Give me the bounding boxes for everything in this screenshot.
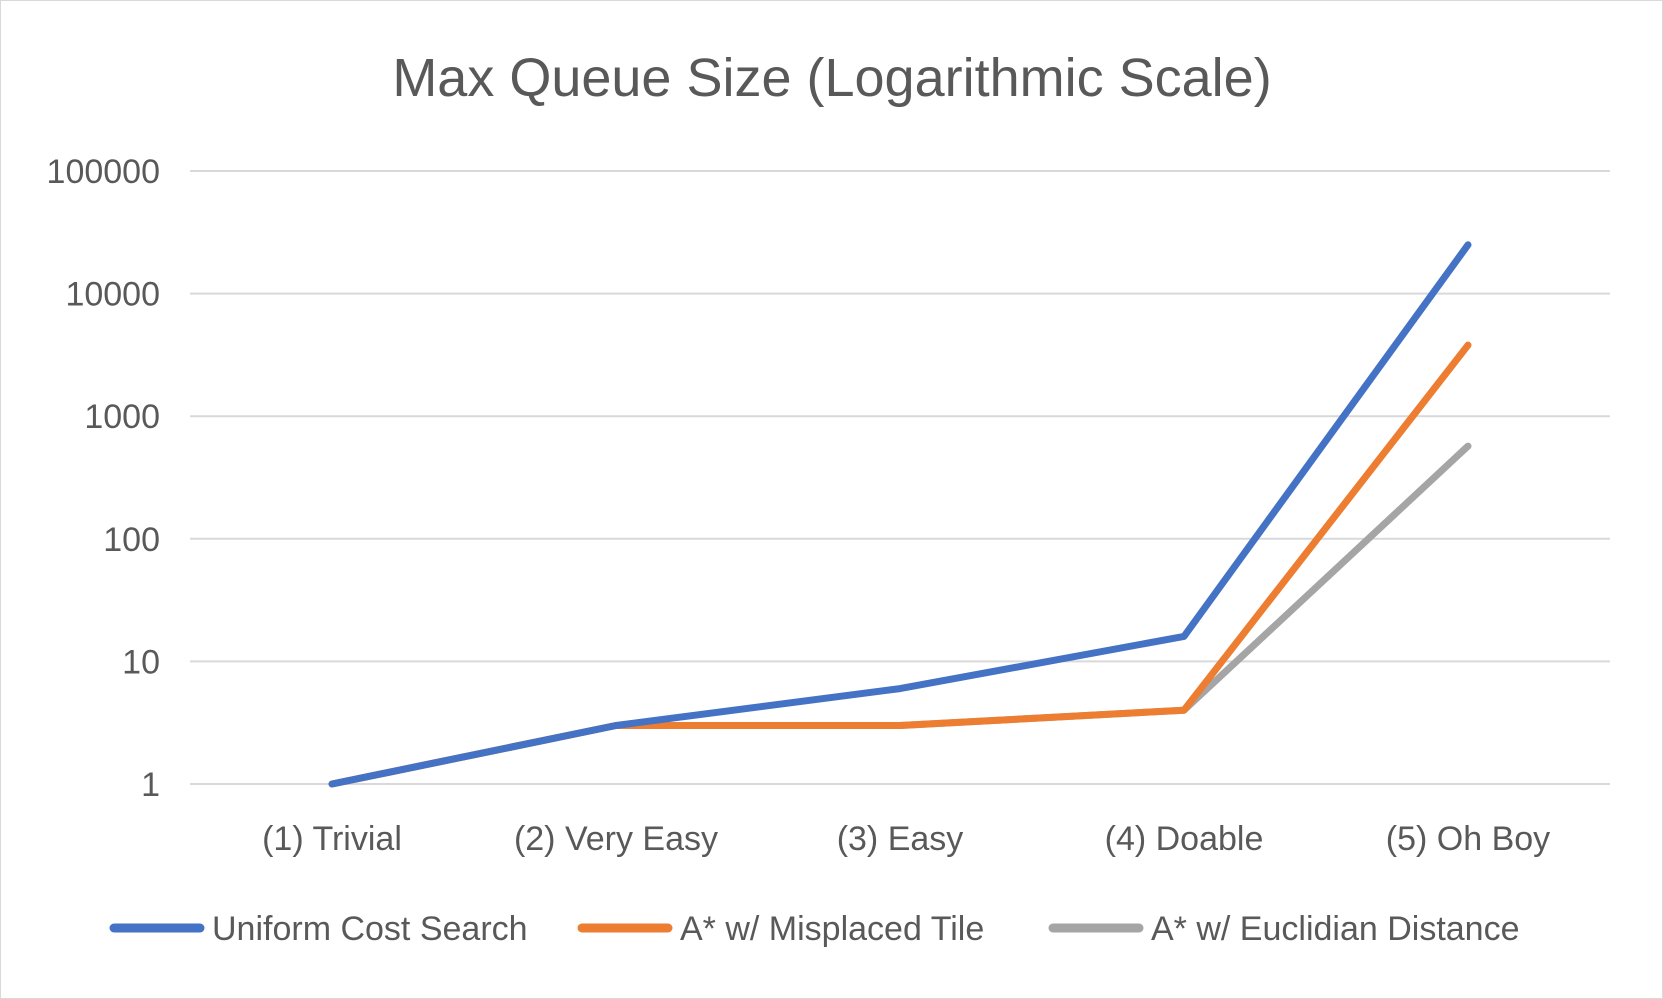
y-tick-label: 10000 bbox=[65, 276, 160, 314]
x-tick-label: (1) Trivial bbox=[262, 820, 402, 858]
series-lines bbox=[328, 241, 1472, 788]
legend-label: A* w/ Misplaced Tile bbox=[680, 910, 984, 948]
series-line bbox=[328, 341, 1472, 788]
x-tick-label: (2) Very Easy bbox=[514, 820, 718, 858]
series-line bbox=[328, 442, 1472, 788]
y-axis-tick-labels: 1 10 100 1000 10000 100000 bbox=[47, 153, 160, 804]
y-tick-label: 1 bbox=[141, 766, 160, 804]
x-tick-label: (4) Doable bbox=[1105, 820, 1264, 858]
legend-label: Uniform Cost Search bbox=[212, 910, 528, 948]
y-tick-label: 1000 bbox=[84, 398, 160, 436]
legend: Uniform Cost Search A* w/ Misplaced Tile A… bbox=[109, 910, 1520, 948]
chart-title: Max Queue Size (Logarithmic Scale) bbox=[392, 48, 1271, 108]
x-tick-label: (3) Easy bbox=[837, 820, 964, 858]
y-tick-label: 100000 bbox=[47, 153, 160, 191]
y-tick-label: 100 bbox=[103, 521, 160, 559]
series-line bbox=[328, 241, 1472, 788]
gridlines bbox=[190, 170, 1610, 785]
x-tick-label: (5) Oh Boy bbox=[1386, 820, 1550, 858]
y-tick-label: 10 bbox=[122, 643, 160, 681]
x-axis-tick-labels: (1) Trivial (2) Very Easy (3) Easy (4) Doab… bbox=[262, 820, 1550, 858]
legend-label: A* w/ Euclidian Distance bbox=[1151, 910, 1520, 948]
